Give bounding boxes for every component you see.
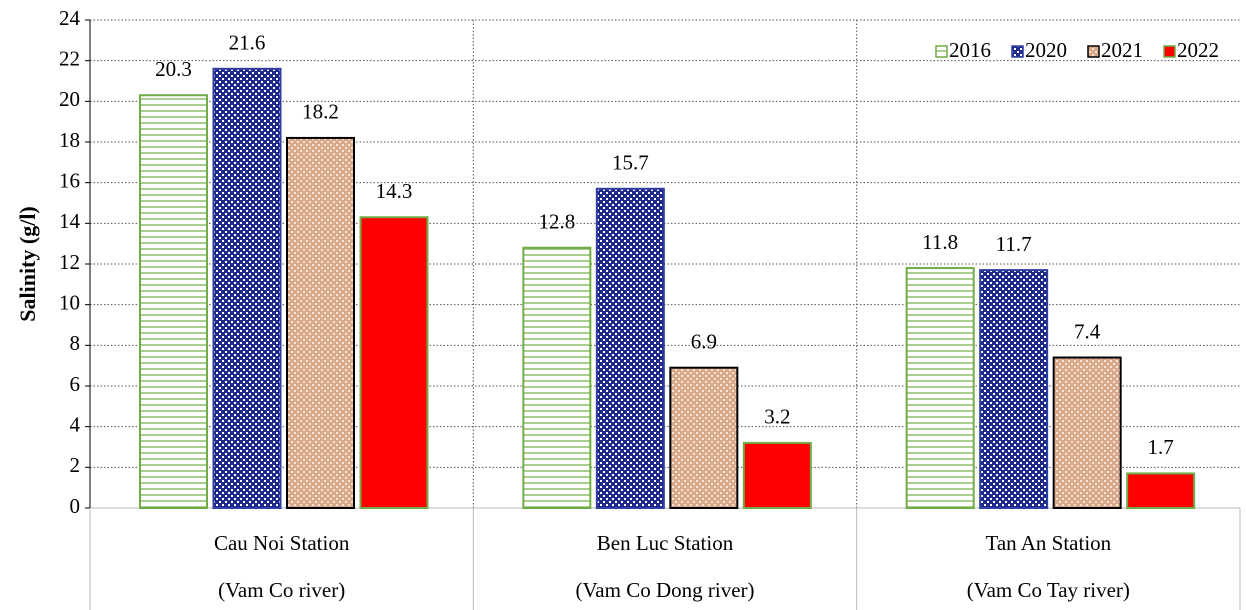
value-label: 21.6 bbox=[229, 31, 266, 55]
y-tick-label: 24 bbox=[59, 6, 81, 30]
legend-label: 2020 bbox=[1025, 38, 1067, 62]
x-tick-label: Cau Noi Station bbox=[214, 531, 350, 555]
value-label: 11.8 bbox=[922, 230, 958, 254]
value-label: 6.9 bbox=[691, 330, 717, 354]
x-tick-label: (Vam Co Dong river) bbox=[575, 578, 754, 602]
y-tick-label: 8 bbox=[70, 331, 81, 355]
bar bbox=[359, 216, 429, 509]
legend-label: 2021 bbox=[1101, 38, 1143, 62]
y-tick-label: 14 bbox=[59, 209, 81, 233]
value-label: 11.7 bbox=[996, 232, 1032, 256]
y-tick-label: 20 bbox=[59, 87, 80, 111]
x-tick-label: Tan An Station bbox=[985, 531, 1111, 555]
y-axis-title: Salinity (g/l) bbox=[15, 206, 40, 322]
value-label: 3.2 bbox=[764, 405, 790, 429]
x-tick-label: (Vam Co Tay river) bbox=[967, 578, 1130, 602]
y-tick-label: 2 bbox=[70, 453, 81, 477]
value-label: 15.7 bbox=[612, 151, 649, 175]
y-tick-label: 16 bbox=[59, 168, 80, 192]
bar bbox=[1052, 356, 1122, 509]
legend-swatch bbox=[1011, 45, 1024, 58]
bar bbox=[139, 94, 208, 509]
value-label: 1.7 bbox=[1148, 435, 1174, 459]
y-tick-label: 18 bbox=[59, 128, 80, 152]
legend-label: 2016 bbox=[949, 38, 991, 62]
legend-label: 2022 bbox=[1177, 38, 1219, 62]
bar bbox=[905, 267, 975, 510]
y-tick-label: 4 bbox=[70, 412, 81, 436]
y-tick-label: 22 bbox=[59, 46, 80, 70]
value-label: 12.8 bbox=[538, 210, 575, 234]
y-tick-label: 6 bbox=[70, 372, 81, 396]
bar bbox=[669, 366, 739, 510]
legend-swatch bbox=[935, 45, 948, 58]
bar bbox=[522, 246, 592, 509]
legend-swatch bbox=[1163, 45, 1176, 58]
value-label: 18.2 bbox=[302, 100, 339, 124]
value-label: 20.3 bbox=[155, 57, 192, 81]
value-label: 14.3 bbox=[376, 179, 413, 203]
bar bbox=[212, 67, 282, 510]
bar bbox=[742, 441, 812, 509]
y-tick-label: 10 bbox=[59, 290, 80, 314]
legend-swatch bbox=[1087, 45, 1100, 58]
x-tick-label: Ben Luc Station bbox=[597, 531, 734, 555]
x-tick-label: (Vam Co river) bbox=[218, 578, 345, 602]
value-label: 7.4 bbox=[1074, 319, 1101, 343]
bar bbox=[979, 269, 1049, 509]
y-tick-label: 12 bbox=[59, 250, 80, 274]
bar bbox=[595, 187, 665, 509]
y-tick-label: 0 bbox=[70, 494, 81, 518]
bar bbox=[286, 136, 355, 510]
bar bbox=[1126, 472, 1196, 509]
